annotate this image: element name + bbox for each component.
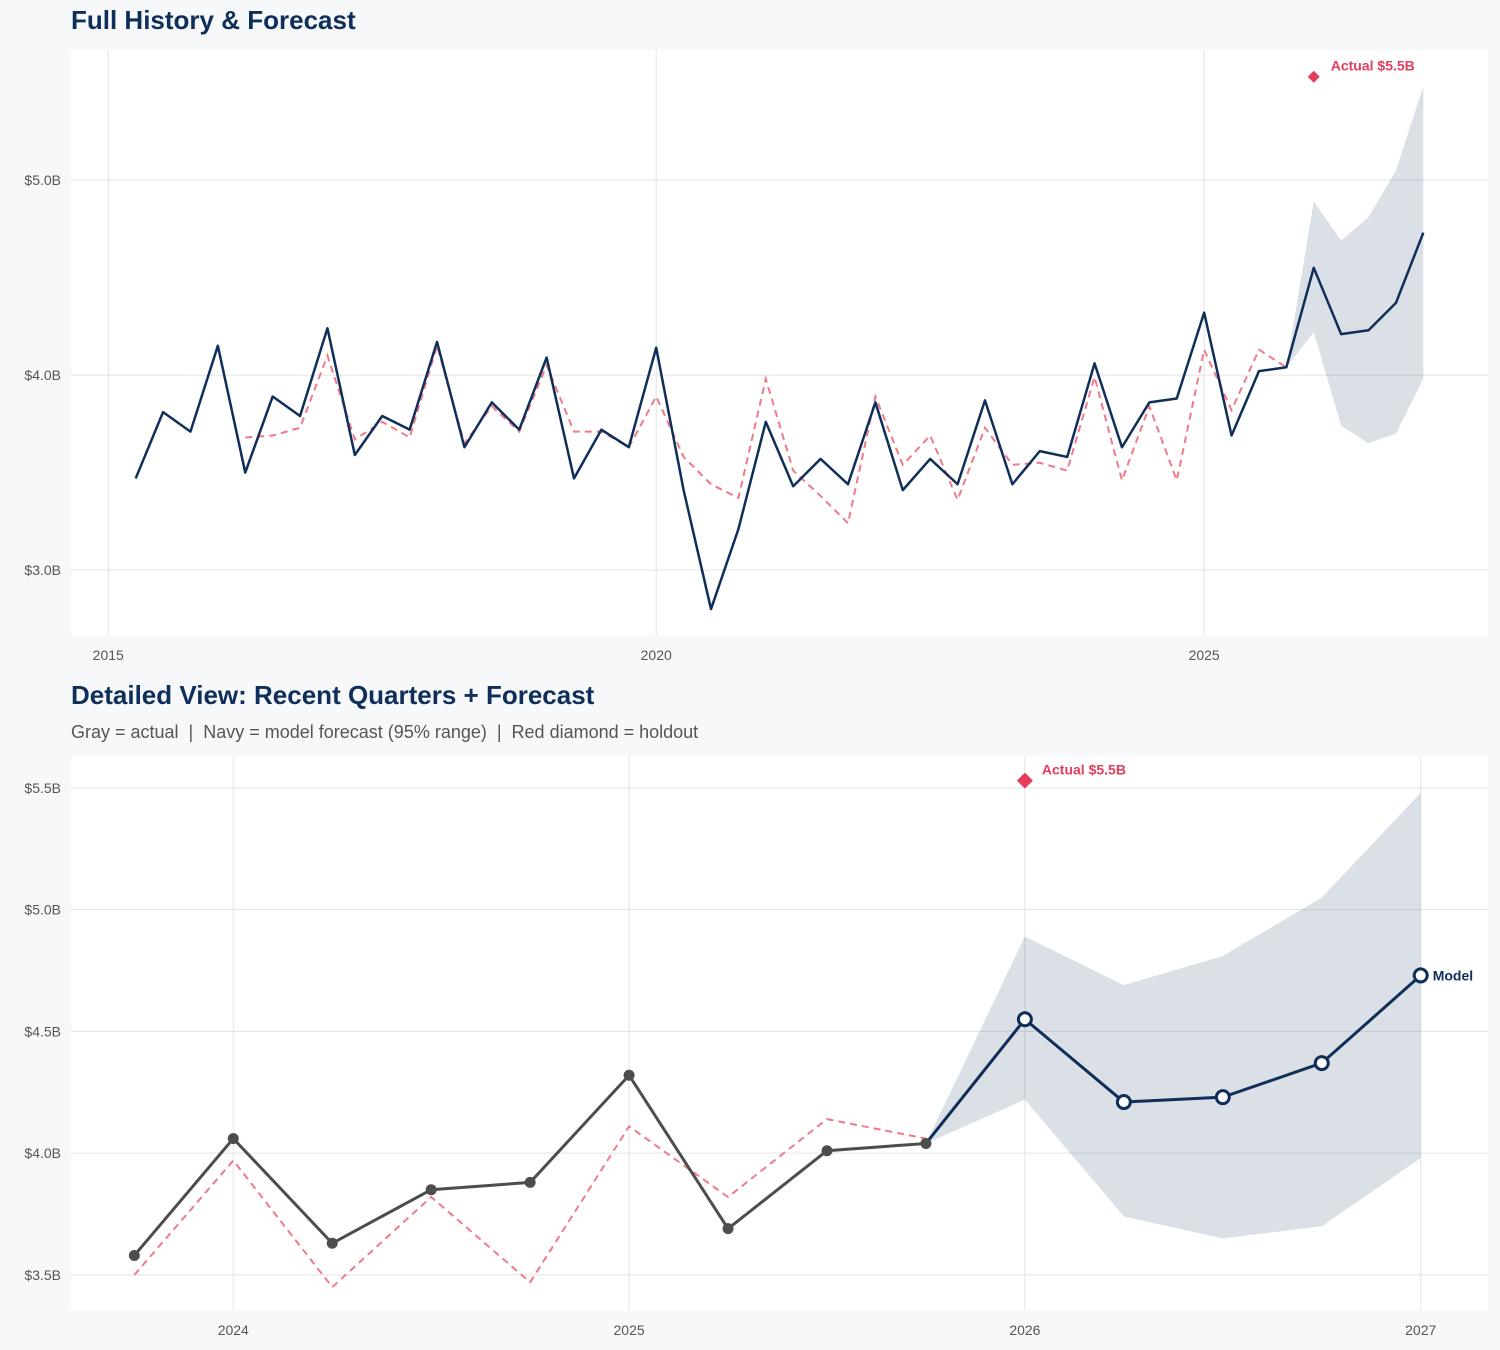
x-tick-label: 2024: [218, 1322, 249, 1338]
x-tick-label: 2025: [1189, 647, 1220, 663]
x-tick-label: 2026: [1009, 1322, 1040, 1338]
y-tick-label: $3.5B: [24, 1267, 61, 1283]
actual-point: [722, 1223, 734, 1235]
forecast-95-range-band: [925, 792, 1421, 1239]
holdout-label: Actual $5.5B: [1042, 762, 1126, 778]
forecast-point: [1412, 967, 1429, 984]
forecast-point: [1214, 1089, 1231, 1106]
y-tick-label: $5.0B: [24, 902, 61, 918]
holdout-label: Actual $5.5B: [1331, 58, 1415, 74]
actual-point: [425, 1184, 437, 1196]
actual-point: [524, 1176, 536, 1188]
forecast-point: [1115, 1094, 1132, 1111]
y-tick-label: $4.0B: [24, 1145, 61, 1161]
forecast-point: [1016, 1011, 1033, 1028]
actual-point: [623, 1069, 635, 1081]
y-tick-label: $5.5B: [24, 780, 61, 796]
actual-point: [227, 1133, 239, 1145]
y-tick-label: $4.0B: [24, 367, 61, 383]
fitted-line: [245, 342, 1287, 526]
holdout-diamond: [1016, 772, 1033, 789]
chart-title-full-history: Full History & Forecast: [71, 5, 356, 35]
forecast-point: [1313, 1055, 1330, 1072]
chart-subtitle-legend: Gray = actual | Navy = model forecast (9…: [71, 722, 699, 742]
actual-point: [128, 1249, 140, 1261]
y-tick-label: $3.0B: [24, 562, 61, 578]
actual-point: [920, 1137, 932, 1149]
y-tick-label: $5.0B: [24, 172, 61, 188]
x-tick-label: 2015: [93, 647, 124, 663]
chart-title-detailed-view: Detailed View: Recent Quarters + Forecas…: [71, 680, 595, 710]
actual-point: [326, 1237, 338, 1249]
holdout-diamond: [1307, 70, 1320, 83]
actual-point: [821, 1145, 833, 1157]
forecast-95-range-band: [1286, 86, 1424, 444]
x-tick-label: 2027: [1405, 1322, 1436, 1338]
x-tick-label: 2025: [614, 1322, 645, 1338]
y-tick-label: $4.5B: [24, 1023, 61, 1039]
fitted-line: [133, 1118, 927, 1289]
model-end-label: Model: [1433, 967, 1473, 983]
x-tick-label: 2020: [641, 647, 672, 663]
plot-area: [71, 50, 1488, 635]
actual-and-forecast-line: [134, 232, 1425, 611]
forecast-line: [924, 974, 1422, 1145]
